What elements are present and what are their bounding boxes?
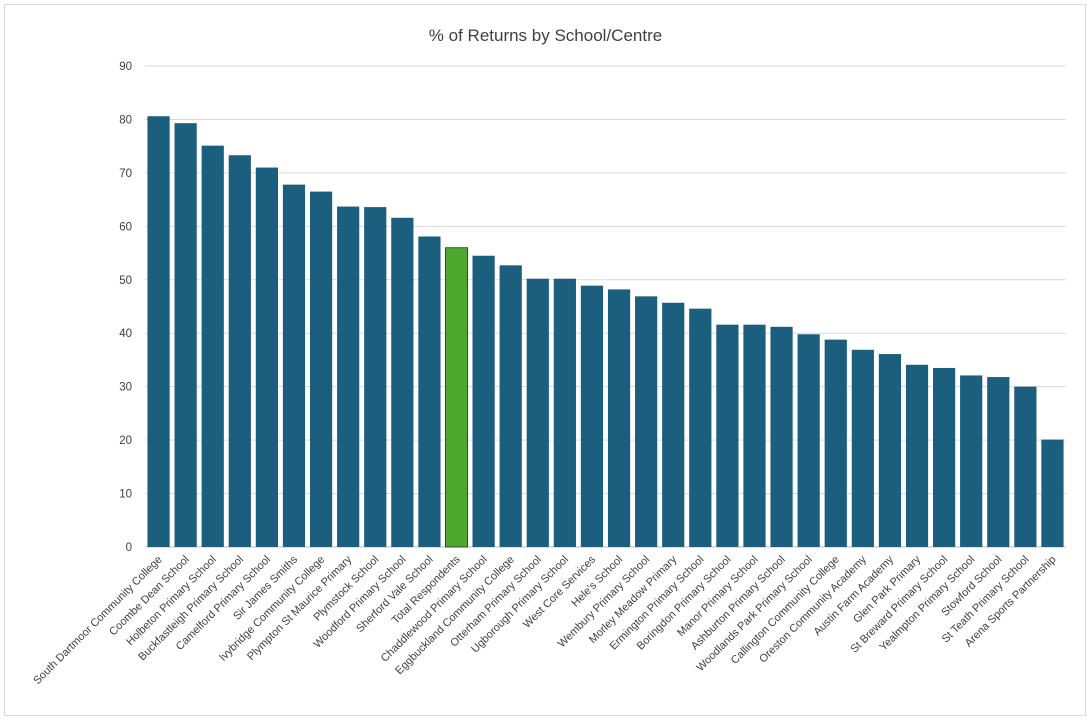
bar	[1014, 386, 1037, 547]
bar	[228, 155, 251, 547]
bar	[607, 289, 631, 547]
bar	[364, 207, 387, 548]
y-tick-label: 10	[119, 489, 132, 501]
y-tick-label: 20	[119, 435, 132, 447]
bar	[878, 354, 902, 547]
bar	[526, 278, 549, 547]
bar	[282, 184, 306, 547]
chart-title: % of Returns by School/Centre	[428, 26, 663, 45]
bar	[987, 377, 1010, 547]
y-tick-label: 0	[126, 542, 132, 554]
y-tick-label: 60	[119, 221, 132, 233]
y-tick-label: 90	[119, 61, 132, 73]
y-tick-label: 70	[119, 168, 132, 180]
bar	[255, 167, 279, 548]
bar	[445, 247, 469, 548]
bar	[824, 339, 847, 547]
bar	[499, 265, 522, 547]
bar	[797, 334, 820, 547]
bar	[770, 326, 793, 547]
bar	[418, 236, 441, 547]
bars	[147, 116, 1064, 548]
y-tick-label: 40	[119, 328, 132, 340]
bar	[174, 123, 197, 548]
bar	[689, 308, 712, 547]
bar	[337, 206, 360, 547]
bar	[851, 349, 874, 547]
bar	[553, 278, 576, 547]
bar	[662, 302, 685, 547]
bar	[960, 375, 983, 547]
bar	[932, 367, 956, 547]
bar	[472, 255, 495, 547]
bar	[309, 191, 333, 547]
y-tick-label: 50	[119, 275, 132, 287]
bar	[716, 324, 739, 547]
bar	[201, 145, 224, 548]
bar	[147, 116, 170, 547]
bar	[905, 364, 929, 547]
bar	[743, 324, 766, 547]
y-tick-label: 80	[119, 114, 132, 126]
bar	[580, 285, 604, 547]
bar	[391, 217, 414, 547]
bar	[635, 296, 658, 547]
y-axis-ticks: 0 10 20 30 40 50 60 70 80 90	[119, 61, 132, 554]
y-tick-label: 30	[119, 382, 132, 394]
bar	[1041, 439, 1064, 547]
